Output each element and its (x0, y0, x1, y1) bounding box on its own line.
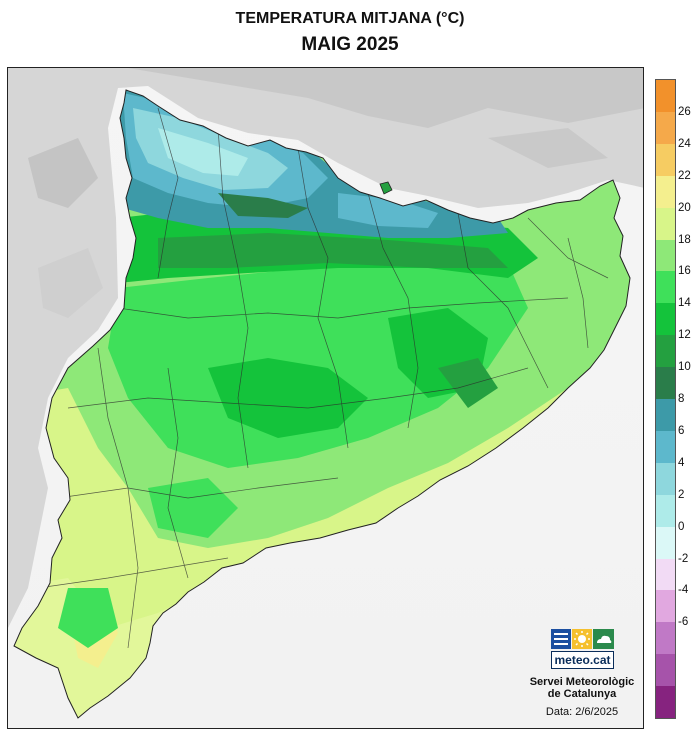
legend-band (656, 303, 675, 336)
legend-tick-label: 18 (678, 233, 691, 246)
legend-band (656, 494, 675, 528)
meteocat-logo: meteo.cat (551, 629, 614, 671)
map-subtitle: MAIG 2025 (301, 34, 399, 55)
legend-band (656, 526, 675, 559)
legend-tick-label: 14 (678, 297, 691, 310)
temperature-map (7, 67, 644, 729)
credit-organization: Servei Meteorològic de Catalunya (520, 676, 644, 700)
legend-tick-label: 20 (678, 201, 691, 214)
legend-tick-label: -4 (678, 584, 689, 597)
legend-band (656, 271, 675, 304)
cloud-icon (593, 629, 614, 649)
logo-blue-square (551, 629, 571, 649)
credit-date: Data: 2/6/2025 (545, 706, 619, 718)
legend-band (656, 175, 675, 209)
legend-tick-label: 2 (678, 488, 685, 501)
legend-tick-label: -2 (678, 552, 689, 565)
legend-band (656, 462, 675, 496)
legend-band (656, 399, 675, 432)
legend-tick-label: 22 (678, 169, 691, 182)
legend-band (656, 111, 675, 145)
legend-tick-label: 8 (678, 393, 685, 405)
legend-band (656, 430, 675, 464)
sun-icon (572, 629, 592, 649)
legend-band (656, 622, 675, 655)
legend-band (656, 367, 675, 400)
legend-band (656, 143, 675, 177)
legend-tick-label: 4 (678, 456, 685, 469)
credit-line2: de Catalunya (547, 688, 617, 700)
legend-tick-label: 12 (678, 329, 691, 342)
legend-tick-label: 24 (678, 137, 691, 150)
legend-band (656, 558, 675, 591)
legend-band (656, 80, 675, 113)
legend-band (656, 335, 675, 368)
legend-tick-label: 16 (678, 265, 691, 278)
legend-band (656, 239, 675, 272)
legend-band (656, 686, 675, 719)
map-title: TEMPERATURA MITJANA (°C) (235, 10, 465, 27)
legend-band (656, 654, 675, 687)
legend-tick-label: 26 (678, 105, 691, 118)
legend-band (656, 590, 675, 623)
legend-band (656, 207, 675, 240)
legend-tick-label: 0 (678, 520, 685, 533)
legend-tick-label: 10 (678, 361, 691, 374)
temperature-legend (655, 79, 676, 719)
logo-text: meteo.cat (551, 651, 614, 669)
catalonia-map-graphic (8, 68, 643, 728)
legend-tick-label: -6 (678, 616, 689, 629)
credit-line1: Servei Meteorològic (529, 676, 635, 688)
legend-tick-label: 6 (678, 424, 685, 437)
